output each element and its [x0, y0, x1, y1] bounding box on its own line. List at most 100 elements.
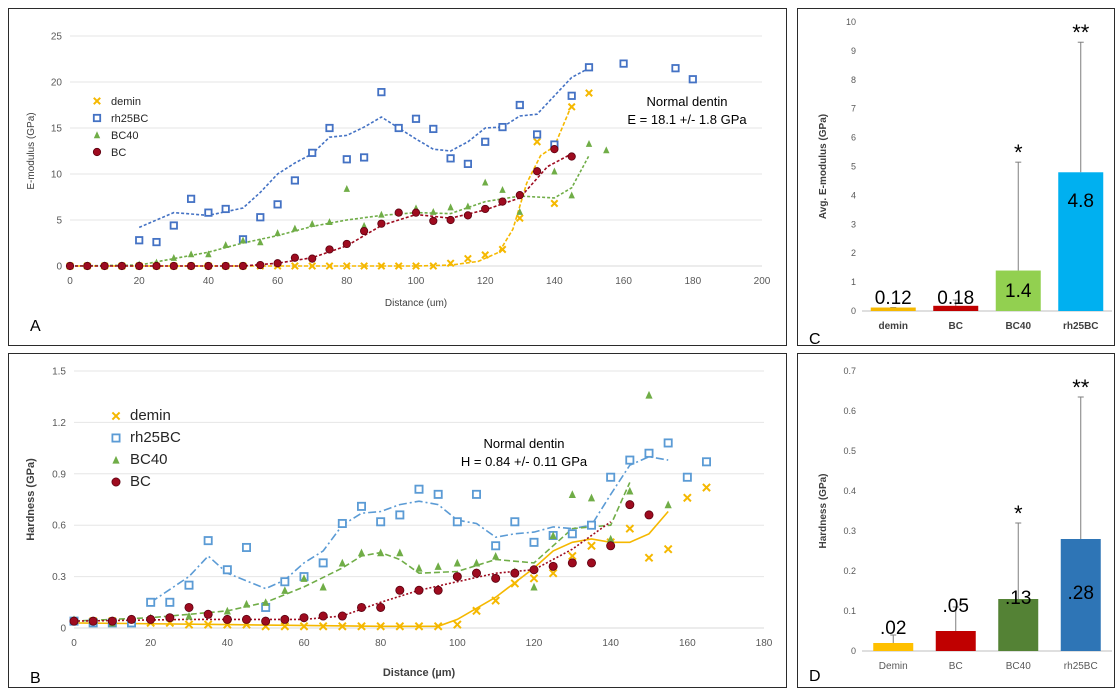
point-demin: [412, 262, 420, 270]
point-demin: [663, 544, 673, 554]
point-BC40: [281, 586, 289, 594]
legend-label-demin: demin: [111, 96, 141, 108]
point-demin: [395, 621, 405, 631]
y-tick-label: 3: [851, 219, 856, 229]
point-demin-b: [357, 621, 366, 631]
point-BC: [299, 613, 309, 623]
point-BC: [529, 565, 539, 575]
point-BC40: [607, 534, 615, 543]
point-BC40: [530, 582, 538, 591]
point-rh25BC: [619, 59, 628, 68]
point-demin-b: [325, 262, 334, 270]
bar-rh25BC: [1060, 539, 1101, 651]
point-BC: [203, 609, 213, 619]
point-rh25BC: [498, 122, 507, 132]
point-BC40: [396, 548, 404, 557]
point-BC: [587, 558, 597, 568]
point-BC: [65, 261, 75, 271]
point-BC40: [223, 606, 231, 615]
point-BC: [308, 254, 317, 263]
significance-BC40: *: [1014, 140, 1023, 165]
point-BC40: [472, 558, 481, 567]
point-rh25BC: [515, 100, 524, 110]
y-axis-title: Avg. E-modulus (GPa): [818, 114, 829, 219]
point-demin-b: [395, 621, 405, 631]
point-demin-b: [550, 199, 559, 208]
point-BC40: [492, 551, 500, 560]
point-demin: [433, 621, 443, 631]
category-label-BC40: BC40: [1005, 321, 1031, 332]
x-tick-label: 20: [145, 638, 157, 649]
y-tick-label: 0: [851, 306, 856, 316]
point-rh25BC: [463, 159, 473, 168]
y-tick-label: 0.2: [843, 566, 856, 576]
x-tick-label: 120: [477, 276, 494, 287]
point-BC: [280, 614, 290, 624]
point-BC: [433, 585, 443, 595]
point-BC40: [300, 574, 308, 582]
point-BC40: [185, 611, 193, 620]
y-tick-label: 25: [51, 32, 63, 43]
trendline-rh25BC: [138, 67, 590, 229]
y-tick-label: 20: [51, 78, 63, 89]
category-label-Demin: Demin: [879, 661, 908, 672]
point-rh25BC: [342, 155, 351, 164]
point-BC40: [603, 146, 610, 154]
point-BC40: [242, 599, 251, 608]
point-BC40: [626, 486, 634, 495]
point-BC40: [551, 167, 558, 175]
point-rh25BC: [567, 529, 577, 539]
point-rh25BC: [165, 597, 175, 607]
point-demin-b: [342, 262, 351, 270]
legend-label-BC: BC: [111, 147, 126, 159]
point-BC40: [568, 490, 576, 498]
panel-a: [8, 8, 787, 346]
data-label-BC40: 1.4: [1005, 281, 1032, 302]
y-tick-label: 1: [851, 277, 856, 287]
point-rh25BC: [414, 484, 424, 494]
panel-label: C: [809, 331, 821, 348]
point-demin-b: [377, 262, 386, 270]
y-tick-label: 0.1: [843, 606, 856, 616]
point-rh25BC: [377, 88, 386, 97]
point-BC: [241, 614, 251, 624]
trendline-demin: [73, 510, 669, 628]
point-rh25BC: [481, 137, 490, 146]
legend-label-rh25BC: rh25BC: [111, 113, 148, 125]
point-demin-b: [498, 245, 507, 254]
y-tick-label: 0.3: [52, 572, 66, 583]
point-BC40: [499, 185, 506, 193]
point-demin: [481, 251, 490, 259]
point-BC: [548, 561, 558, 571]
point-rh25BC: [567, 91, 576, 100]
legend-label-BC40: BC40: [130, 451, 168, 468]
y-tick-label: 0: [56, 262, 62, 273]
point-BC40: [187, 250, 195, 258]
x-tick-label: 0: [71, 638, 77, 649]
point-demin: [453, 620, 462, 629]
point-rh25BC: [146, 597, 156, 607]
point-demin-b: [308, 262, 317, 270]
point-BC: [318, 611, 328, 621]
point-demin-b: [299, 621, 309, 631]
x-tick-label: 100: [408, 276, 425, 287]
point-BC: [127, 614, 137, 624]
point-BC40: [549, 531, 557, 540]
point-demin: [377, 262, 386, 270]
legend-marker-demin: [93, 97, 101, 105]
point-BC40: [319, 582, 327, 591]
y-tick-label: 0.5: [843, 446, 856, 456]
point-demin: [446, 259, 455, 268]
point-BC40: [222, 241, 229, 249]
point-demin-b: [683, 493, 692, 503]
point-BC40: [239, 236, 247, 244]
panel-label: A: [30, 318, 41, 335]
point-BC: [446, 215, 455, 225]
point-rh25BC: [584, 63, 594, 72]
point-BC: [452, 572, 462, 582]
point-BC40: [262, 598, 270, 606]
x-tick-label: 40: [203, 276, 215, 287]
y-tick-label: 6: [851, 133, 856, 143]
legend-marker-BC: [92, 147, 102, 157]
point-BC: [498, 197, 507, 206]
